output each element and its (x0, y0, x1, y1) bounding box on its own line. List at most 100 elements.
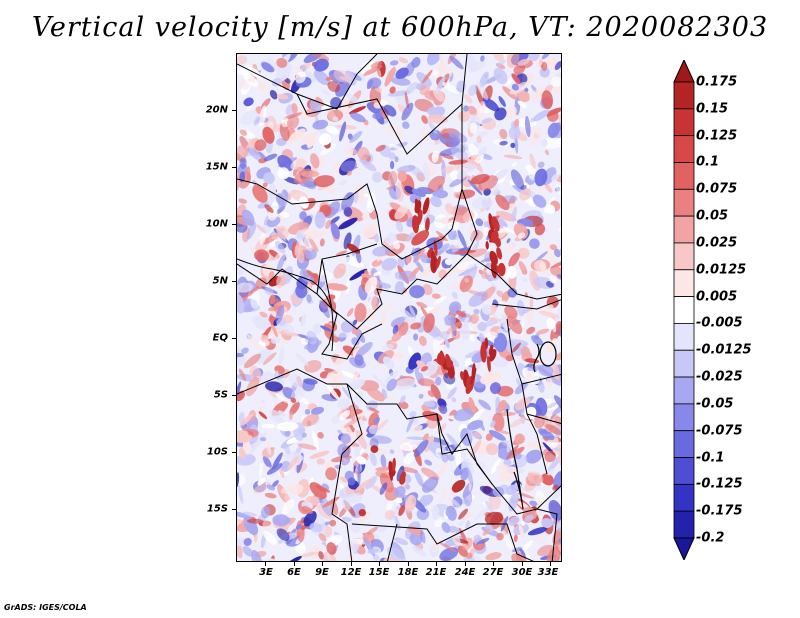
field-blob (506, 105, 517, 118)
field-blob (271, 232, 280, 240)
field-blob (266, 463, 283, 475)
field-blob (255, 277, 268, 290)
lat-label-eq: EQ (212, 332, 228, 344)
field-blob (477, 146, 487, 158)
field-blob (300, 314, 307, 328)
field-blob (329, 519, 337, 527)
field-blob (493, 67, 508, 85)
field-blob (364, 475, 378, 490)
field-blob (382, 356, 395, 370)
field-blob (421, 129, 429, 142)
field-blob (492, 412, 505, 432)
field-blob (266, 441, 272, 455)
field-blob (520, 307, 532, 315)
field-blob (237, 55, 248, 65)
field-blob (368, 407, 380, 414)
field-blob (449, 55, 464, 70)
field-blob (546, 317, 556, 330)
lat-tick (232, 509, 236, 510)
field-blob (420, 529, 426, 544)
field-blob (395, 181, 405, 202)
field-blob (403, 452, 416, 465)
field-blob (387, 546, 406, 561)
field-blob (447, 54, 459, 65)
lat-label-20n: 20N (205, 104, 228, 116)
field-blob (266, 484, 276, 491)
field-blob (547, 402, 558, 409)
field-blob (274, 225, 287, 241)
field-blob (482, 97, 500, 112)
field-blob (544, 450, 556, 463)
field-blob (508, 516, 520, 526)
field-blob (511, 206, 517, 222)
field-blob (312, 119, 328, 130)
field-blob (446, 433, 461, 451)
field-blob (269, 294, 276, 305)
field-blob (442, 82, 459, 94)
field-blob (368, 424, 379, 435)
field-blob (481, 304, 492, 315)
field-blob (237, 538, 249, 547)
field-blob (529, 500, 538, 507)
field-blob (464, 94, 473, 104)
field-blob (337, 398, 351, 410)
field-blob (299, 211, 307, 220)
field-blob (314, 211, 326, 229)
field-blob (495, 464, 509, 470)
field-blob (518, 524, 525, 539)
field-blob (527, 365, 545, 372)
field-blob (276, 528, 290, 541)
field-blob (544, 183, 553, 193)
field-blob (295, 523, 302, 530)
field-blob (240, 110, 259, 125)
field-blob (534, 534, 546, 545)
field-blob (327, 81, 341, 93)
colorbar-segment (673, 215, 695, 244)
field-blob (306, 330, 318, 345)
field-blob (394, 378, 416, 390)
colorbar-segment (673, 403, 695, 432)
field-blob (526, 326, 536, 335)
field-blob (554, 350, 561, 361)
field-blob (278, 467, 285, 479)
field-blob (341, 516, 352, 522)
field-blob (390, 160, 395, 170)
field-blob (535, 397, 548, 417)
field-blob (399, 395, 406, 404)
field-blob (546, 468, 555, 476)
field-blob (348, 379, 365, 391)
convective-streak (447, 366, 455, 379)
colorbar-bottom-arrow (673, 537, 695, 560)
field-blob (430, 383, 442, 400)
field-blob (506, 444, 519, 460)
field-blob (447, 525, 460, 534)
field-blob (432, 295, 448, 305)
field-blob (239, 156, 247, 169)
field-blob (504, 77, 513, 87)
field-blob (416, 301, 428, 308)
field-blob (313, 58, 329, 72)
field-blob (555, 184, 561, 199)
field-blob (237, 282, 254, 293)
field-blob (293, 67, 304, 73)
field-blob (463, 317, 469, 326)
field-blob (451, 397, 457, 403)
field-blob (395, 67, 409, 80)
lon-tick (294, 562, 295, 566)
lon-tick (522, 562, 523, 566)
field-blob (452, 291, 458, 300)
field-blob (432, 86, 445, 102)
convective-streak (430, 255, 438, 274)
field-blob (281, 499, 295, 515)
field-blob (357, 463, 361, 486)
field-blob (251, 549, 263, 561)
field-blob (243, 516, 259, 535)
field-blob (391, 331, 403, 342)
field-blob (394, 280, 405, 294)
field-blob (541, 473, 554, 486)
field-blob (340, 476, 348, 483)
field-blob (272, 514, 290, 527)
field-blob (266, 57, 280, 71)
field-blob (463, 105, 470, 112)
field-blob (467, 105, 478, 117)
